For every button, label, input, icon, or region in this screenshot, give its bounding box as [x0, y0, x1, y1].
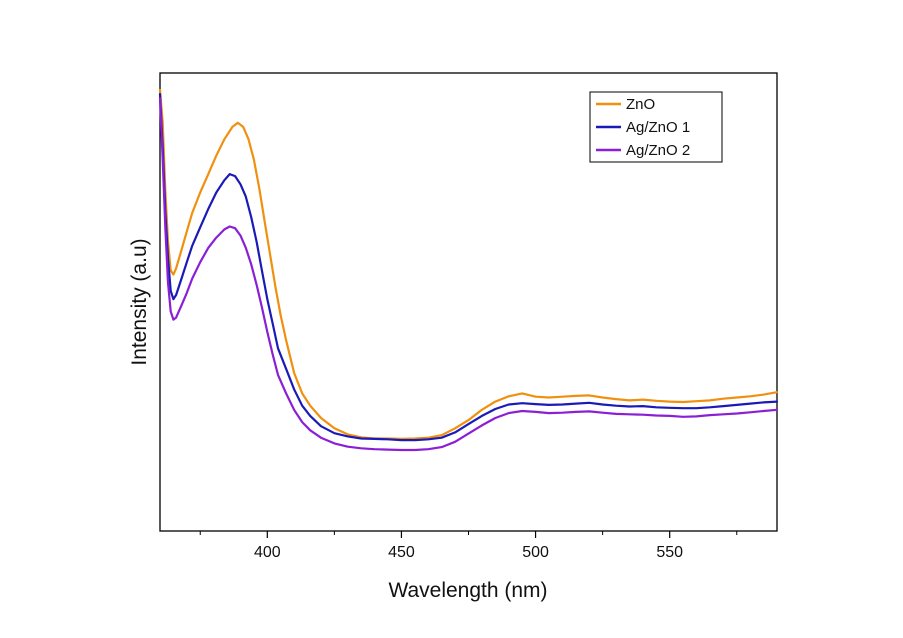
x-axis-title: Wavelength (nm) — [388, 579, 547, 602]
y-axis-title: Intensity (a.u) — [128, 238, 151, 365]
series-layer — [158, 88, 779, 452]
legend-label-0: ZnO — [626, 96, 655, 113]
series-line-0 — [158, 88, 779, 440]
ticks-layer: 400 450 500 550 — [199, 531, 738, 561]
legend-label-2: Ag/ZnO 2 — [626, 142, 690, 159]
legend-label-1: Ag/ZnO 1 — [626, 119, 690, 136]
legend: ZnO Ag/ZnO 1 Ag/ZnO 2 — [589, 91, 723, 163]
x-tick-label: 500 — [522, 544, 549, 561]
x-tick-label: 550 — [656, 544, 683, 561]
series-line-2 — [158, 97, 779, 452]
series-line-1 — [158, 93, 779, 442]
x-tick-label: 400 — [254, 544, 281, 561]
x-tick-label: 450 — [388, 544, 415, 561]
